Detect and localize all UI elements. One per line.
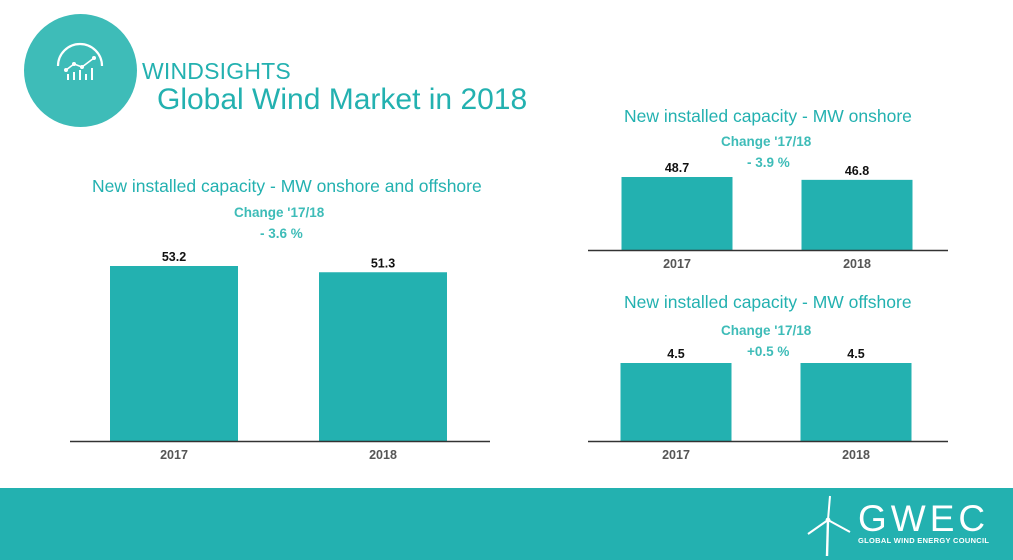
bar-2018 (800, 363, 912, 441)
bar-2017 (110, 266, 238, 441)
change-value-onshore: - 3.9 % (747, 155, 790, 170)
data-label-2017: 4.5 (667, 347, 684, 361)
bar-2017 (620, 363, 732, 441)
change-label-onshore: Change '17/18 (721, 134, 812, 149)
change-label-total: Change '17/18 (234, 205, 325, 220)
bar-2017 (621, 177, 733, 250)
x-tick-label-2018: 2018 (842, 448, 870, 462)
x-tick-label-2018: 2018 (843, 257, 871, 271)
change-label-offshore: Change '17/18 (721, 323, 812, 338)
data-label-2018: 46.8 (845, 164, 869, 178)
chart-title-onshore: New installed capacity - MW onshore (624, 106, 912, 126)
x-tick-label-2017: 2017 (662, 448, 690, 462)
wind-turbine-icon (807, 495, 851, 557)
change-value-total: - 3.6 % (260, 226, 303, 241)
bar-2018 (319, 272, 447, 441)
x-tick-label-2017: 2017 (663, 257, 691, 271)
page-title: Global Wind Market in 2018 (157, 83, 528, 116)
brand-name: WINDSIGHTS (142, 58, 291, 84)
x-tick-label-2017: 2017 (160, 448, 188, 462)
gwec-logo-subtitle: GLOBAL WIND ENERGY COUNCIL (858, 536, 990, 545)
footer-band (0, 488, 1013, 560)
data-label-2017: 48.7 (665, 161, 689, 175)
change-value-offshore: +0.5 % (747, 344, 790, 359)
x-tick-label-2018: 2018 (369, 448, 397, 462)
data-label-2017: 53.2 (162, 250, 186, 264)
gwec-logo-text: GWEC (858, 498, 990, 539)
bar-2018 (801, 179, 913, 250)
chart-title-offshore: New installed capacity - MW offshore (624, 292, 912, 312)
analytics-chart-icon (56, 42, 104, 80)
data-label-2018: 51.3 (371, 256, 395, 270)
data-label-2018: 4.5 (847, 347, 864, 361)
chart-title-total: New installed capacity - MW onshore and … (92, 176, 482, 196)
windsights-logo (24, 14, 137, 127)
